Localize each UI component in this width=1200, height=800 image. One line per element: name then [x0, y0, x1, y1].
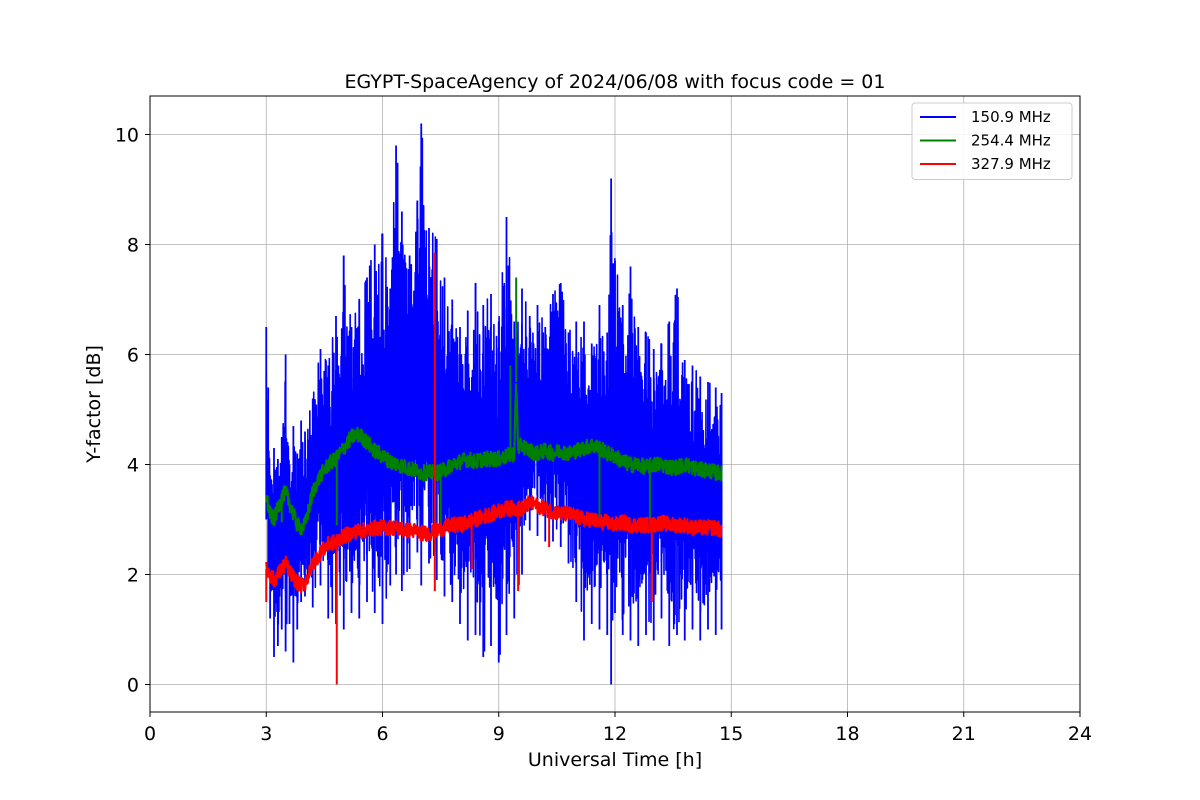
legend-label: 254.4 MHz — [971, 132, 1051, 150]
x-tick-label: 21 — [952, 723, 976, 745]
series-254-4-mhz — [265, 277, 723, 536]
legend-box — [911, 102, 1073, 180]
y-tick-label: 8 — [127, 235, 139, 257]
y-tick-label: 6 — [127, 345, 139, 367]
series-line — [265, 383, 723, 536]
y-tick-label: 0 — [127, 675, 139, 697]
y-tick-label: 10 — [115, 125, 139, 147]
x-axis-label: Universal Time [h] — [528, 749, 702, 771]
x-tick-label: 0 — [144, 723, 156, 745]
legend: 150.9 MHz 254.4 MHz 327.9 MHz — [911, 102, 1073, 180]
x-tick-label: 12 — [603, 723, 627, 745]
x-tick-label: 3 — [260, 723, 272, 745]
chart-title: EGYPT-SpaceAgency of 2024/06/08 with foc… — [345, 71, 886, 93]
legend-label: 327.9 MHz — [971, 155, 1051, 173]
legend-label: 150.9 MHz — [971, 108, 1051, 126]
y-tick-label: 4 — [127, 455, 139, 477]
y-axis-label: Y-factor [dB] — [83, 345, 105, 464]
x-tick-label: 9 — [493, 723, 505, 745]
y-tick-label: 2 — [127, 565, 139, 587]
plot-series — [265, 123, 723, 685]
x-tick-label: 24 — [1068, 723, 1092, 745]
x-tick-label: 6 — [376, 723, 388, 745]
series-327-9-mhz — [265, 252, 723, 685]
x-tick-label: 15 — [719, 723, 743, 745]
series-150-9-mhz — [265, 123, 723, 685]
series-line — [265, 495, 723, 594]
x-tick-label: 18 — [835, 723, 859, 745]
